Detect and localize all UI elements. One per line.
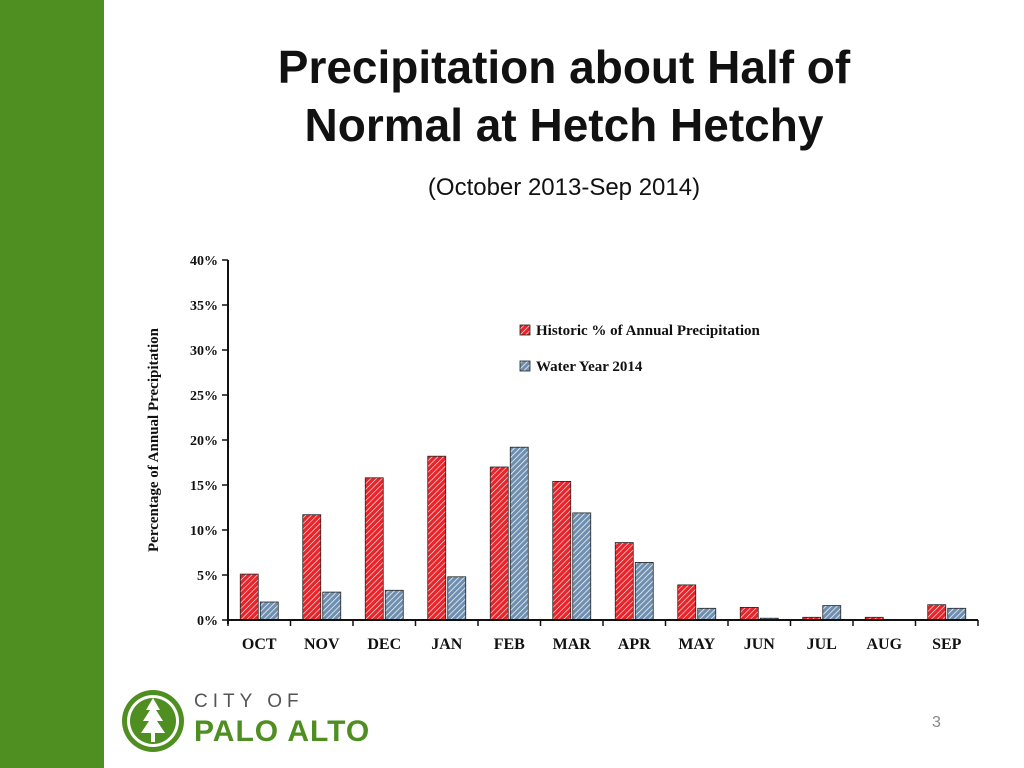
bar-historic [927, 604, 947, 621]
page-number: 3 [932, 714, 941, 731]
bar-historic [364, 477, 384, 621]
y-tick-label: 35% [190, 299, 218, 314]
bar-historic [239, 573, 259, 621]
logo-city-of-text: CITY OF [194, 691, 304, 712]
x-tick-label: AUG [866, 636, 902, 653]
bars-layer [239, 446, 967, 621]
bar-historic [427, 455, 447, 621]
slide-subtitle: (October 2013-Sep 2014) [427, 174, 701, 201]
green-sidebar [0, 0, 104, 768]
y-axis-label: Percentage of Annual Precipitation [146, 327, 162, 552]
x-tick-label: FEB [494, 636, 525, 653]
y-tick-label: 25% [190, 389, 218, 404]
bar-water-year [447, 576, 467, 621]
x-tick-label: JUL [807, 636, 837, 653]
y-tick-label: 5% [197, 569, 218, 584]
bar-historic [302, 514, 322, 621]
bar-water-year [509, 446, 529, 621]
bar-historic [552, 480, 572, 621]
x-tick-label: NOV [304, 636, 340, 653]
bar-water-year [259, 601, 279, 621]
bar-water-year [322, 591, 342, 621]
x-tick-label: JUN [744, 636, 776, 653]
y-tick-label: 40% [190, 254, 218, 269]
x-tick-label: APR [618, 636, 651, 653]
legend: Historic % of Annual Precipitation Water… [519, 323, 761, 375]
bar-water-year [947, 607, 967, 621]
legend-swatch-historic [519, 324, 531, 336]
y-tick-label: 20% [190, 434, 218, 449]
bar-water-year [822, 605, 842, 621]
bar-water-year [572, 512, 592, 621]
x-tick-label: DEC [367, 636, 401, 653]
logo-palo-alto-text: PALO ALTO [194, 715, 371, 748]
redwood-tree-icon [122, 690, 184, 752]
x-tick-label: JAN [431, 636, 463, 653]
x-axis: OCT NOV DEC JAN FEB MAR APR MAY JUN JUL AUG SEP [227, 619, 979, 653]
bar-water-year [697, 607, 717, 621]
x-tick-label: SEP [932, 636, 962, 653]
legend-swatch-water-year [519, 360, 531, 372]
legend-label-historic: Historic % of Annual Precipitation [536, 323, 761, 339]
slide-title: Precipitation about Half of Normal at He… [104, 38, 1024, 154]
y-tick-label: 15% [190, 479, 218, 494]
y-tick-label: 10% [190, 524, 218, 539]
x-tick-label: MAY [678, 636, 715, 653]
bar-historic [614, 542, 634, 621]
title-line-2: Normal at Hetch Hetchy [304, 99, 824, 151]
bar-water-year [634, 561, 654, 621]
city-of-palo-alto-logo: CITY OF PALO ALTO [120, 688, 420, 754]
y-tick-label: 30% [190, 344, 218, 359]
x-tick-label: OCT [242, 636, 277, 653]
bar-historic [677, 584, 697, 621]
bar-historic [489, 466, 509, 621]
legend-label-water-year: Water Year 2014 [536, 359, 643, 375]
bar-historic [739, 606, 759, 621]
y-tick-label: 0% [197, 614, 218, 629]
bar-water-year [384, 589, 404, 621]
y-axis: 0% 5% 10% 15% 20% 25% 30% 35% 40% [190, 254, 229, 629]
y-axis-label-group: Percentage of Annual Precipitation [146, 327, 162, 552]
precipitation-bar-chart: Percentage of Annual Precipitation 0% 5% 1… [146, 254, 979, 653]
title-line-1: Precipitation about Half of [277, 41, 851, 93]
x-tick-label: MAR [553, 636, 592, 653]
